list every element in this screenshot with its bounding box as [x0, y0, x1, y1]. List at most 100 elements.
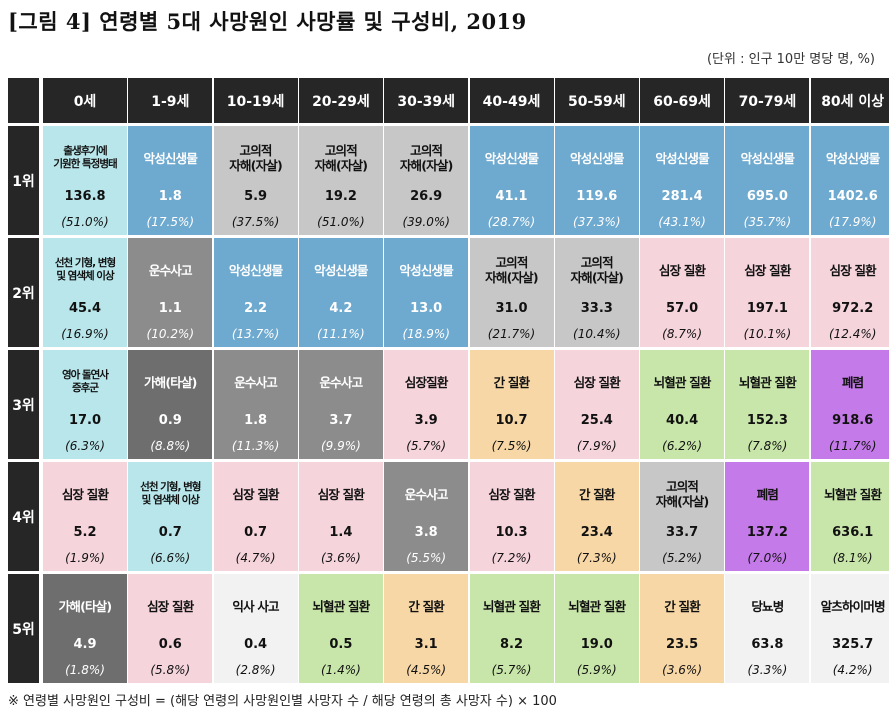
death-rate: 17.0 [68, 413, 102, 428]
death-rate: 0.5 [329, 637, 353, 652]
rank-label: 2위 [8, 238, 39, 347]
cause-cell: 운수사고 1.8 (11.3%) [213, 350, 298, 459]
composition-ratio: (2.8%) [235, 663, 276, 677]
cause-cell: 출생후기에 기원한 특정병태 136.8 (51.0%) [43, 126, 127, 235]
cause-cell: 악성신생물 695.0 (35.7%) [725, 126, 810, 235]
composition-ratio: (7.9%) [576, 439, 617, 453]
cause-name: 악성신생물 [825, 150, 880, 166]
unit-note: (단위 : 인구 10만 명당 명, %) [706, 52, 875, 67]
composition-ratio: (5.7%) [491, 663, 532, 677]
composition-ratio: (16.9%) [61, 327, 109, 341]
cause-name: 고의적 자해(자살) [229, 143, 282, 173]
cause-name: 고의적 자해(자살) [314, 143, 368, 173]
cause-name: 뇌혈관 질환 [312, 598, 370, 614]
death-rate: 972.2 [832, 301, 874, 316]
composition-ratio: (7.2%) [491, 551, 532, 565]
composition-ratio: (3.6%) [320, 551, 361, 565]
cause-cell: 운수사고 3.7 (9.9%) [298, 350, 383, 459]
death-rate: 197.1 [746, 301, 788, 316]
cause-name: 심장 질환 [488, 486, 535, 502]
composition-ratio: (11.1%) [317, 327, 365, 341]
cause-cell: 악성신생물 1.8 (17.5%) [128, 126, 213, 235]
death-rate: 1.8 [158, 189, 182, 204]
death-rate: 26.9 [410, 189, 443, 204]
composition-ratio: (12.4%) [828, 327, 877, 341]
age-header: 70-79세 [725, 78, 810, 123]
composition-ratio: (17.5%) [146, 215, 195, 229]
composition-ratio: (10.4%) [573, 327, 621, 341]
death-rate: 137.2 [746, 525, 788, 540]
death-rate: 0.4 [244, 637, 268, 652]
composition-ratio: (3.3%) [747, 663, 788, 677]
death-rate: 0.7 [158, 525, 182, 540]
death-rate: 136.8 [64, 189, 106, 204]
cause-name: 심장 질환 [829, 262, 877, 278]
cause-cell: 알츠하이머병 325.7 (4.2%) [810, 574, 889, 683]
death-rate: 3.9 [414, 413, 438, 428]
cause-name: 간 질환 [408, 598, 445, 614]
cause-name: 뇌혈관 질환 [738, 374, 797, 390]
age-header: 80세 이상 [810, 78, 889, 123]
composition-ratio: (4.2%) [832, 663, 873, 677]
composition-ratio: (11.7%) [828, 439, 877, 453]
cause-name: 악성신생물 [399, 262, 453, 278]
cause-cell: 뇌혈관 질환 0.5 (1.4%) [298, 574, 383, 683]
death-rate: 25.4 [580, 413, 613, 428]
cause-name: 간 질환 [493, 374, 530, 390]
cause-name: 영아 돌연사 증후군 [62, 369, 109, 394]
cause-cell: 심장 질환 57.0 (8.7%) [640, 238, 725, 347]
death-rate: 13.0 [410, 301, 443, 316]
cause-name: 당뇨병 [751, 598, 784, 614]
cause-cell: 심장 질환 10.3 (7.2%) [469, 462, 554, 571]
cause-name: 악성신생물 [484, 150, 539, 166]
composition-ratio: (13.7%) [231, 327, 280, 341]
composition-ratio: (9.9%) [320, 439, 361, 453]
composition-ratio: (5.8%) [150, 663, 191, 677]
composition-ratio: (51.0%) [61, 215, 109, 229]
composition-ratio: (1.8%) [65, 663, 105, 677]
composition-ratio: (8.1%) [832, 551, 873, 565]
death-rate: 45.4 [68, 301, 102, 316]
death-rate: 31.0 [495, 301, 528, 316]
death-rate: 41.1 [495, 189, 528, 204]
cause-cell: 악성신생물 281.4 (43.1%) [640, 126, 725, 235]
composition-ratio: (7.3%) [576, 551, 617, 565]
cause-name: 뇌혈관 질환 [824, 486, 882, 502]
cause-name: 출생후기에 기원한 특정병태 [53, 145, 117, 170]
composition-ratio: (43.1%) [658, 215, 706, 229]
cause-cell: 영아 돌연사 증후군 17.0 (6.3%) [43, 350, 127, 459]
cause-name: 간 질환 [578, 486, 615, 502]
cause-name: 폐렴 [841, 374, 864, 390]
death-rate: 119.6 [576, 189, 618, 204]
cause-name: 심장 질환 [147, 598, 194, 614]
age-header: 20-29세 [298, 78, 383, 123]
death-rate: 0.6 [158, 637, 182, 652]
composition-ratio: (18.9%) [402, 327, 450, 341]
cause-name: 선천 기형, 변형 및 염색체 이상 [140, 481, 201, 506]
cause-name: 심장 질환 [658, 262, 706, 278]
cause-cell: 고의적 자해(자살) 5.9 (37.5%) [213, 126, 298, 235]
composition-ratio: (6.3%) [65, 439, 105, 453]
composition-ratio: (5.7%) [406, 439, 447, 453]
cause-cell: 고의적 자해(자살) 31.0 (21.7%) [469, 238, 554, 347]
cause-cell: 뇌혈관 질환 636.1 (8.1%) [810, 462, 889, 571]
rank-label: 3위 [8, 350, 39, 459]
age-header: 30-39세 [384, 78, 469, 123]
death-rate: 33.3 [580, 301, 613, 316]
cause-name: 악성신생물 [655, 150, 709, 166]
cause-name: 악성신생물 [740, 150, 795, 166]
cause-cell: 가해(타살) 4.9 (1.8%) [43, 574, 127, 683]
cause-cell: 심장 질환 1.4 (3.6%) [298, 462, 383, 571]
cause-cell: 고의적 자해(자살) 26.9 (39.0%) [384, 126, 469, 235]
cause-cell: 선천 기형, 변형 및 염색체 이상 0.7 (6.6%) [128, 462, 213, 571]
death-rate: 33.7 [666, 525, 699, 540]
death-rate: 636.1 [832, 525, 874, 540]
cause-name: 뇌혈관 질환 [568, 598, 626, 614]
cause-name: 심장 질환 [317, 486, 365, 502]
composition-ratio: (8.7%) [662, 327, 703, 341]
death-rate: 23.4 [580, 525, 613, 540]
rank-label: 1위 [8, 126, 39, 235]
corner-header [8, 78, 39, 123]
composition-ratio: (35.7%) [743, 215, 792, 229]
composition-ratio: (21.7%) [487, 327, 536, 341]
